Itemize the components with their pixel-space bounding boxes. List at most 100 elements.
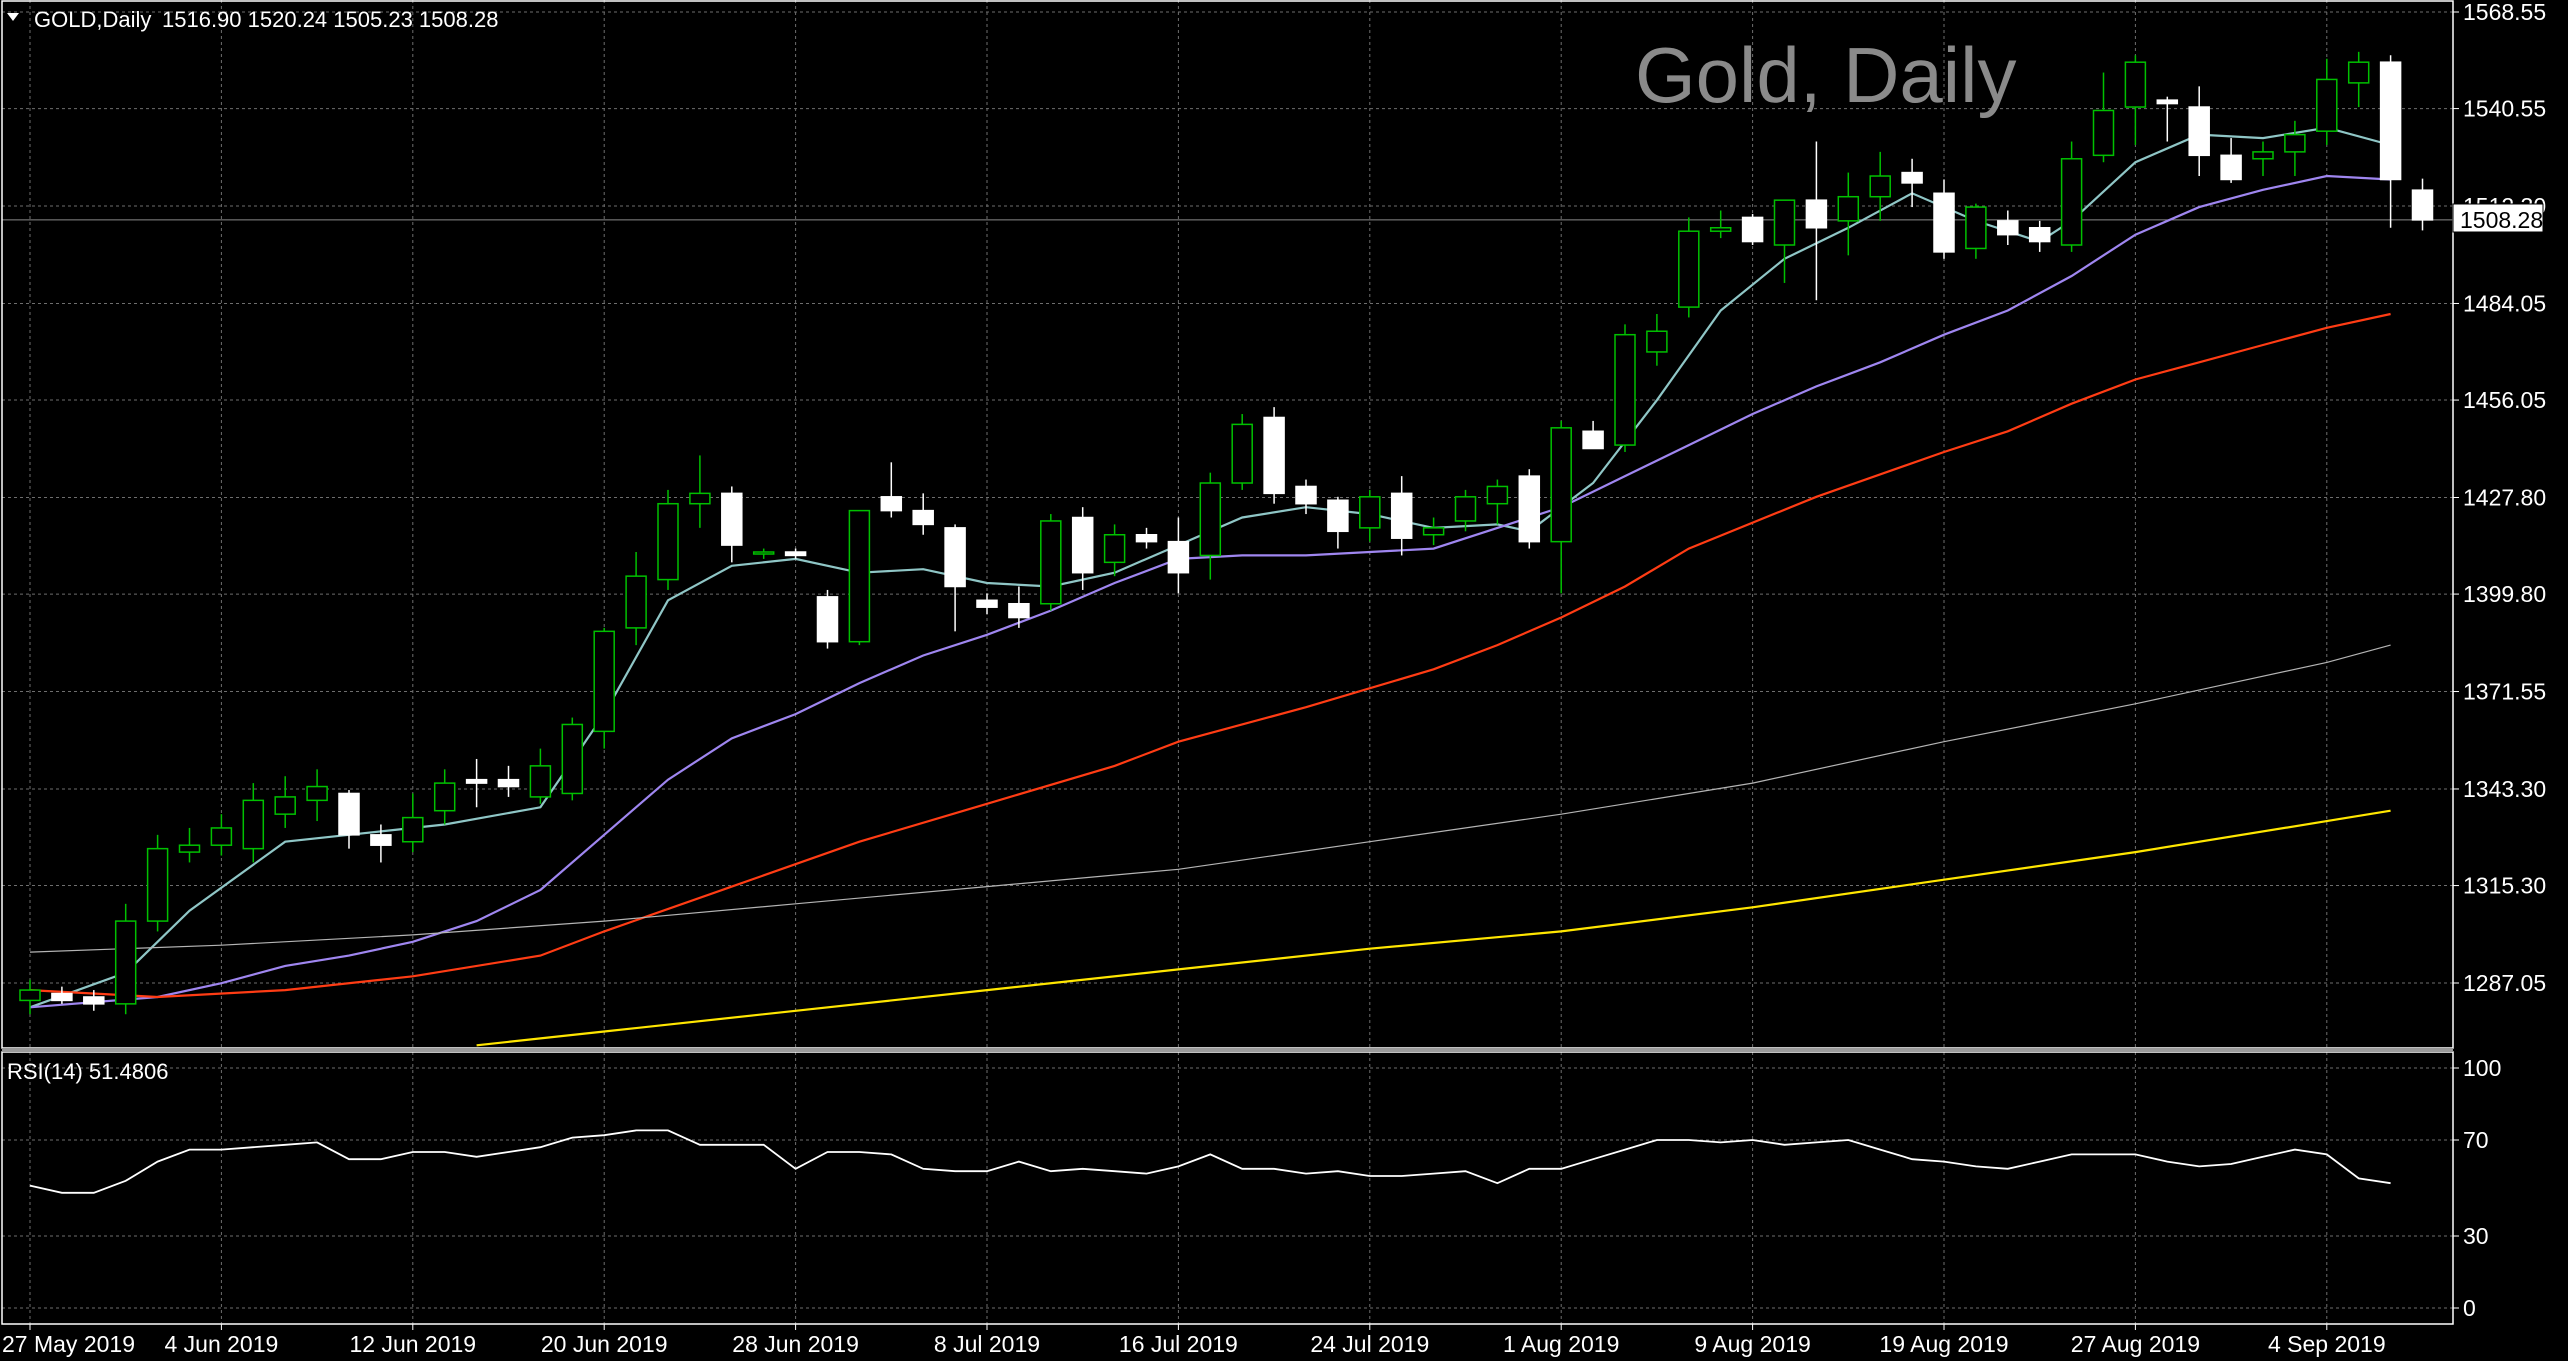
- candle: [1965, 203, 1987, 259]
- candle-body: [114, 920, 137, 1005]
- price-axis: 1568.551540.551512.301484.051456.051427.…: [2453, 0, 2546, 1321]
- candle: [1135, 527, 1158, 549]
- candle: [1805, 141, 1828, 301]
- candle: [19, 979, 41, 1015]
- time-tick-label: 19 Aug 2019: [1879, 1331, 2008, 1357]
- candle-body: [1965, 206, 1987, 250]
- time-tick-label: 16 Jul 2019: [1119, 1331, 1238, 1357]
- candle-body: [433, 782, 456, 812]
- panel-separator[interactable]: [2, 1048, 2453, 1052]
- candle: [497, 765, 520, 797]
- candle: [433, 769, 456, 825]
- collapse-triangle-icon[interactable]: [7, 13, 19, 21]
- candle-body: [2124, 61, 2147, 108]
- candle: [1678, 217, 1700, 318]
- candle: [1773, 199, 1796, 283]
- candle-body: [1773, 199, 1796, 246]
- candle: [1518, 469, 1541, 549]
- candle-body: [2347, 61, 2370, 84]
- candle: [2156, 96, 2179, 142]
- candle: [1646, 313, 1668, 366]
- candle: [2028, 220, 2051, 252]
- time-axis: 27 May 2019 4 Jun 2019 12 Jun 2019 20 Jun 2…: [2, 1324, 2386, 1357]
- candle: [1390, 476, 1413, 556]
- candle-body: [1646, 330, 1668, 353]
- candle-body: [2220, 154, 2242, 181]
- candle-body: [625, 575, 647, 629]
- candle-body: [1295, 485, 1317, 505]
- candle-body: [2092, 109, 2115, 157]
- current-price-marker: 1508.28: [2452, 203, 2544, 233]
- candle-body: [1103, 534, 1126, 564]
- candle: [721, 486, 743, 563]
- candle-body: [2284, 133, 2306, 153]
- candle: [1901, 158, 1923, 208]
- candle: [1486, 479, 1509, 525]
- candle: [274, 776, 296, 828]
- candle: [402, 793, 424, 853]
- candle: [2411, 178, 2434, 231]
- candle-body: [976, 599, 998, 608]
- candle: [752, 548, 775, 559]
- candle-body: [1231, 423, 1253, 484]
- time-tick-label: 28 Jun 2019: [732, 1331, 859, 1357]
- candle: [2124, 55, 2147, 145]
- candle: [1454, 489, 1477, 532]
- candle-body: [848, 509, 871, 643]
- candle-body: [944, 527, 966, 588]
- watermark-title: Gold, Daily: [1635, 31, 2016, 119]
- candle: [1614, 324, 1636, 452]
- candle: [370, 824, 392, 863]
- candle-body: [752, 551, 775, 555]
- candle-body: [1837, 195, 1860, 222]
- candle-body: [1869, 175, 1891, 198]
- candle: [114, 903, 137, 1015]
- candle-body: [1550, 427, 1572, 543]
- candle: [848, 509, 871, 646]
- candle: [2284, 120, 2306, 177]
- candle-body: [497, 778, 520, 788]
- candle-body: [2028, 227, 2051, 243]
- price-tick-label: 1315.30: [2463, 873, 2546, 899]
- moving-average-line-ma-100: [29, 644, 2391, 953]
- candle-body: [1741, 216, 1764, 243]
- time-tick-label: 4 Jun 2019: [164, 1331, 278, 1357]
- candle: [2060, 141, 2083, 252]
- candle-body: [242, 799, 265, 850]
- rsi-tick-label: 70: [2463, 1127, 2489, 1153]
- price-tick-label: 1371.55: [2463, 679, 2546, 705]
- rsi-line: [29, 1129, 2391, 1194]
- time-tick-label: 9 Aug 2019: [1694, 1331, 1810, 1357]
- candle: [1837, 172, 1860, 256]
- candle: [2379, 55, 2402, 228]
- time-tick-label: 4 Sep 2019: [2268, 1331, 2386, 1357]
- candle: [1582, 420, 1604, 450]
- candle: [1869, 151, 1891, 221]
- candle: [529, 748, 552, 804]
- header-info[interactable]: GOLD,Daily 1516.90 1520.24 1505.23 1508.…: [7, 7, 498, 32]
- current-price-box: [2452, 203, 2544, 233]
- candle-body: [1263, 416, 1285, 495]
- candle: [912, 493, 934, 535]
- candle-body: [83, 996, 105, 1005]
- price-tick-label: 1484.05: [2463, 290, 2546, 316]
- time-tick-label: 24 Jul 2019: [1310, 1331, 1429, 1357]
- candle: [210, 814, 233, 856]
- time-tick-label: 20 Jun 2019: [541, 1331, 668, 1357]
- candle-body: [784, 551, 807, 557]
- price-tick-label: 1287.05: [2463, 970, 2546, 996]
- grid-lines: [1, 0, 2454, 1325]
- candle: [2092, 72, 2115, 163]
- candle: [1103, 524, 1126, 577]
- candle: [2188, 86, 2210, 177]
- price-tick-label: 1568.55: [2463, 0, 2546, 25]
- candle: [1295, 479, 1317, 515]
- candle: [816, 589, 839, 649]
- candle: [625, 552, 647, 646]
- candle-body: [370, 834, 392, 846]
- candle: [2252, 141, 2274, 177]
- candle-body: [529, 765, 552, 798]
- time-tick-label: 27 Aug 2019: [2071, 1331, 2200, 1357]
- candle: [2347, 51, 2370, 108]
